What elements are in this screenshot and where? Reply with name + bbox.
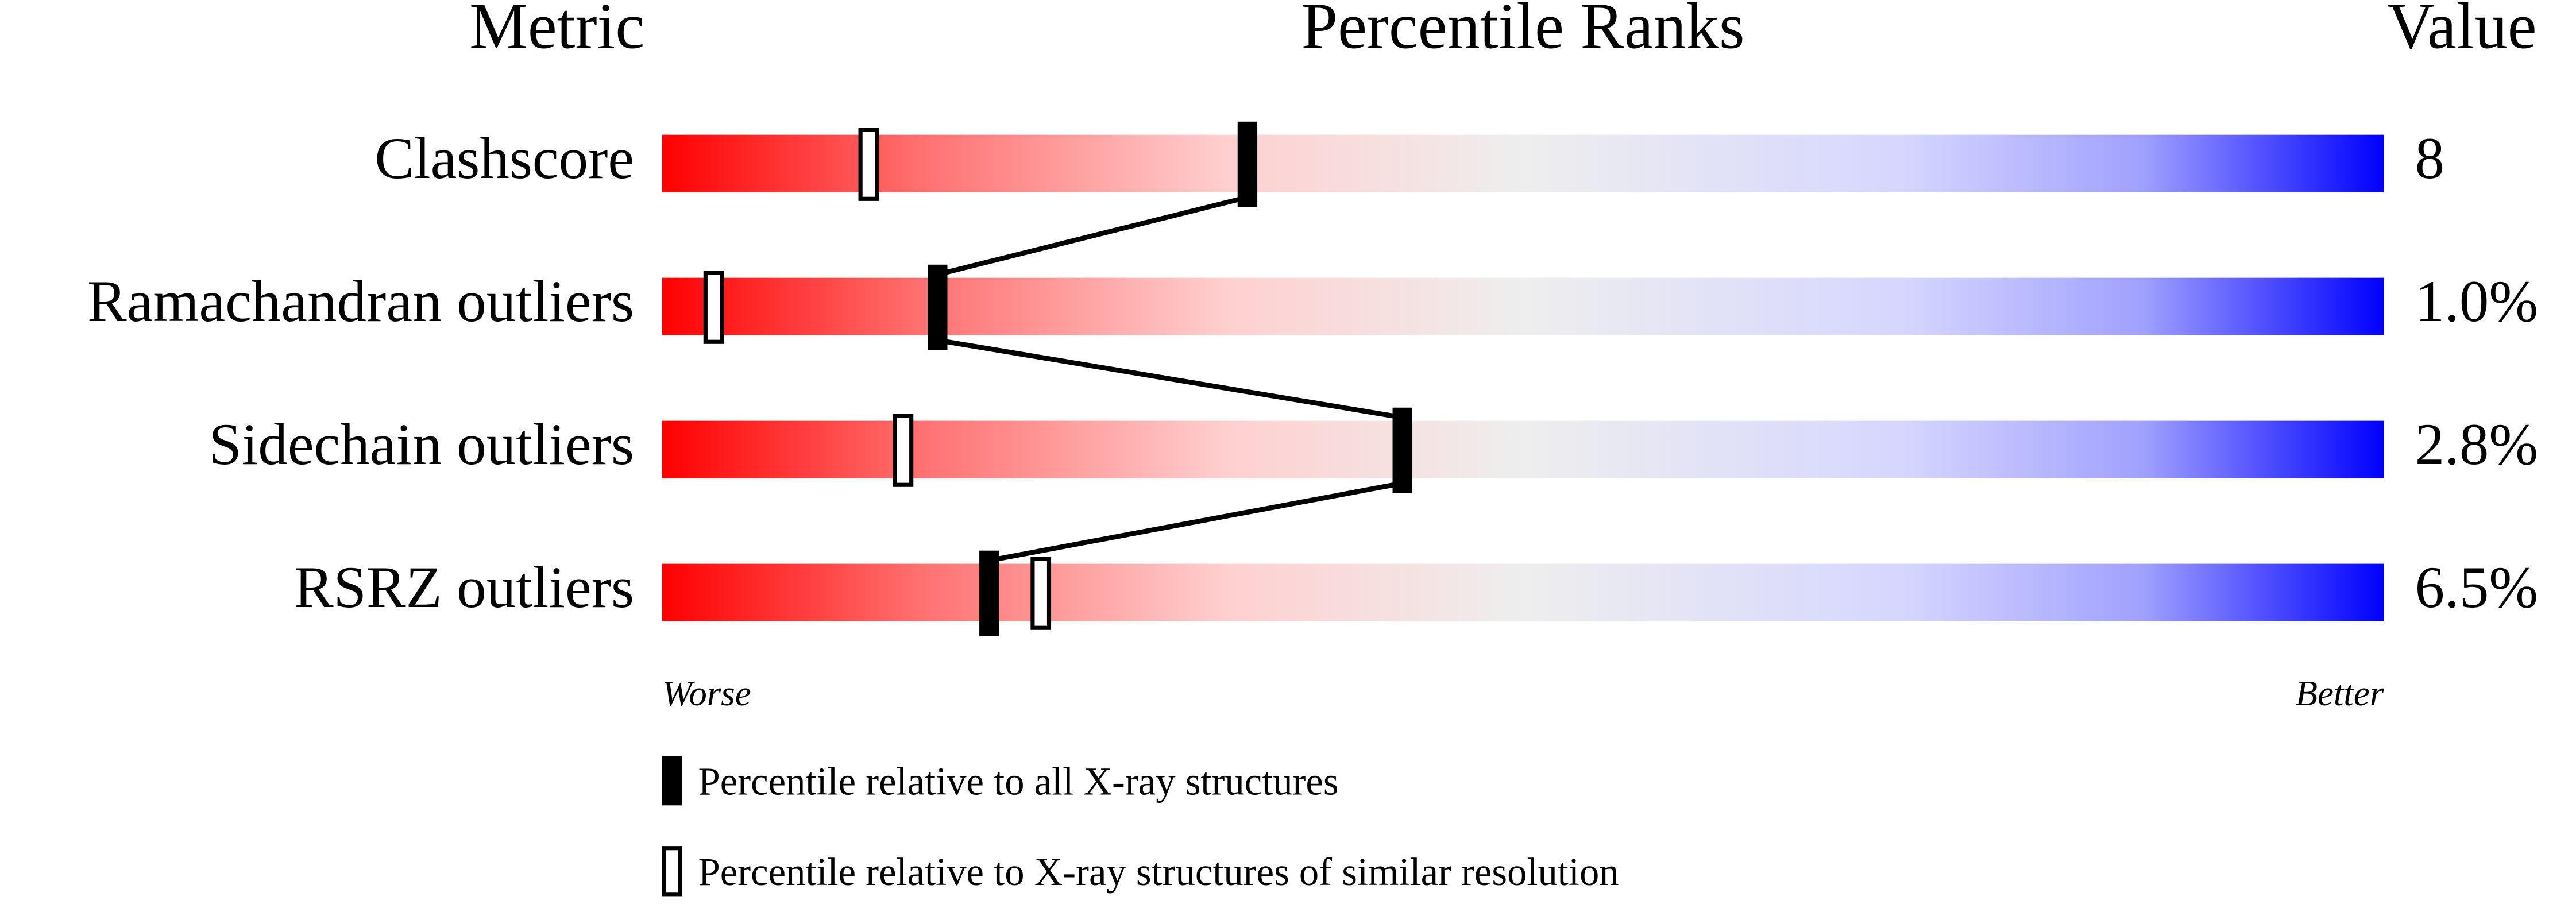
legend-swatch (661, 846, 682, 897)
rank-bar (662, 563, 2384, 621)
legend-label: Percentile relative to all X-ray structu… (698, 760, 1339, 803)
percentile-marker (928, 264, 948, 350)
worse-label: Worse (662, 673, 751, 713)
metric-value: 1.0% (2415, 269, 2538, 334)
metric-value: 6.5% (2415, 555, 2538, 620)
percentile-marker-open (893, 414, 914, 487)
metric-label: Ramachandran outliers (87, 269, 634, 334)
percentile-marker (1237, 121, 1258, 207)
rank-bar (662, 420, 2384, 478)
rank-bar (662, 134, 2384, 192)
ranks-header: Percentile Ranks (1301, 0, 1745, 63)
metric-label: RSRZ outliers (294, 555, 634, 620)
rank-bar (662, 277, 2384, 335)
metric-label: Sidechain outliers (209, 412, 635, 477)
percentile-marker (979, 550, 999, 636)
legend-label: Percentile relative to X-ray structures … (698, 850, 1619, 894)
percentile-marker-open (1030, 557, 1052, 630)
metric-value: 8 (2415, 126, 2444, 191)
better-label: Better (2296, 673, 2384, 713)
percentile-marker-open (703, 271, 724, 344)
legend-swatch (662, 756, 682, 806)
percentile-marker-open (858, 128, 879, 201)
connector-line (935, 195, 1405, 627)
metric-label: Clashscore (374, 126, 634, 191)
metric-header: Metric (469, 0, 644, 63)
value-header: Value (2387, 0, 2536, 63)
percentile-marker (1392, 407, 1412, 493)
metric-value: 2.8% (2415, 412, 2538, 477)
